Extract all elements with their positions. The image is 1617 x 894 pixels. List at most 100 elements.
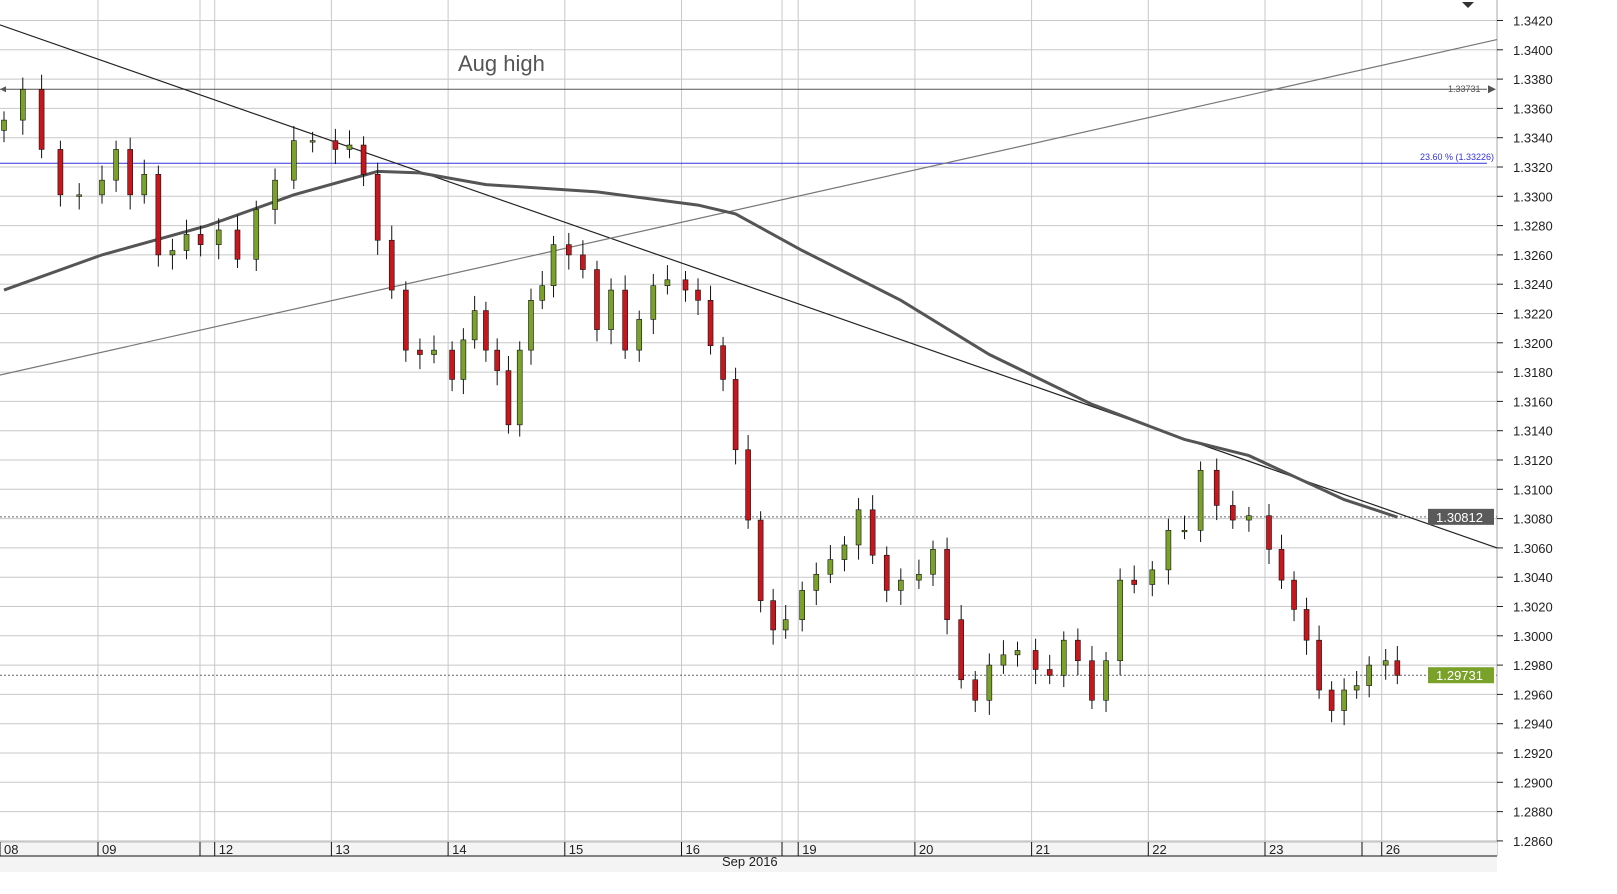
price-marker-label: 1.29731 — [1436, 668, 1483, 683]
candle-body — [869, 509, 876, 556]
x-tick-label: 22 — [1152, 842, 1166, 857]
y-tick-label: 1.3320 — [1513, 160, 1553, 175]
candle — [253, 200, 260, 272]
candle-body — [431, 349, 437, 355]
candle-body — [550, 244, 557, 286]
candle — [1394, 646, 1401, 685]
candle-body — [449, 349, 455, 380]
candle — [417, 338, 423, 370]
price-markers: 1.30812 1.29731 — [1428, 508, 1494, 684]
candle-body — [986, 664, 993, 701]
candle — [1382, 648, 1389, 680]
y-tick-label: 1.2980 — [1513, 658, 1553, 673]
y-tick-label: 1.2900 — [1513, 775, 1553, 790]
candle-body — [1089, 660, 1095, 701]
y-tick-label: 1.3180 — [1513, 365, 1553, 380]
candle — [539, 271, 546, 310]
candle — [1246, 506, 1252, 532]
candle — [1131, 565, 1138, 594]
candle-body — [183, 234, 190, 251]
candle-body — [494, 349, 500, 371]
candles — [1, 74, 1401, 726]
candle-body — [732, 379, 739, 451]
x-tick-label: 21 — [1036, 842, 1050, 857]
candle-body — [1131, 579, 1138, 585]
candle — [309, 131, 316, 153]
price-marker-box — [1428, 667, 1494, 684]
candle — [664, 265, 671, 295]
candle-body — [309, 140, 316, 143]
candle — [972, 670, 979, 712]
candle-body — [127, 149, 133, 196]
candle — [346, 130, 353, 159]
candle-body — [1230, 505, 1236, 521]
candle-body — [253, 209, 260, 260]
candle — [720, 336, 726, 392]
candle — [1117, 568, 1123, 676]
candle-body — [57, 149, 64, 196]
candle — [1213, 458, 1220, 521]
candle — [291, 125, 297, 189]
candle — [1046, 654, 1053, 685]
candle — [827, 544, 834, 584]
candle-body — [234, 229, 241, 260]
candle — [707, 285, 714, 355]
candle-body — [516, 349, 523, 426]
y-tick-label: 1.3200 — [1513, 336, 1553, 351]
x-tick-label: 09 — [102, 842, 116, 857]
candle — [1014, 641, 1021, 667]
candle — [930, 540, 936, 586]
y-tick-label: 1.2880 — [1513, 805, 1553, 820]
x-tick-label: 26 — [1386, 842, 1400, 857]
candle-body — [1246, 515, 1252, 521]
candle-body — [388, 239, 395, 291]
candle — [1341, 678, 1347, 726]
candle-body — [1000, 654, 1007, 666]
candle — [1089, 646, 1095, 710]
scroll-marker-icon[interactable] — [1462, 2, 1474, 8]
candle — [757, 511, 764, 613]
candle — [169, 238, 176, 270]
candle — [19, 77, 26, 135]
y-tick-label: 1.2940 — [1513, 717, 1553, 732]
candle-body — [944, 549, 950, 620]
price-marker-label: 1.30812 — [1436, 510, 1483, 525]
candle — [682, 271, 689, 302]
candle-body — [215, 229, 222, 245]
candle-body — [1328, 689, 1335, 711]
candle — [155, 165, 162, 267]
y-tick-label: 1.2960 — [1513, 687, 1553, 702]
candle-body — [528, 300, 534, 351]
candle-body — [403, 289, 409, 351]
candle-body — [1278, 549, 1285, 581]
candle — [1366, 656, 1372, 698]
candle — [471, 295, 478, 349]
candle-body — [1103, 660, 1109, 701]
candle — [869, 495, 876, 565]
y-axis: 1.2860 1.2880 1.2900 1.2920 1.2940 1.2960 1.29… — [1497, 14, 1553, 849]
candle-body — [76, 194, 82, 197]
candle-body — [99, 179, 105, 196]
y-tick-label: 1.3160 — [1513, 394, 1553, 409]
y-tick-label: 1.2860 — [1513, 834, 1553, 849]
candle-body — [565, 244, 572, 256]
candle — [1075, 628, 1081, 676]
candle-body — [707, 300, 714, 347]
candle — [565, 232, 572, 270]
y-tick-label: 1.3100 — [1513, 482, 1553, 497]
candle-body — [1266, 515, 1272, 550]
candle — [431, 335, 437, 364]
y-tick-label: 1.3360 — [1513, 101, 1553, 116]
candle — [460, 328, 467, 395]
candle-body — [483, 310, 489, 351]
x-axis-band — [0, 842, 1497, 872]
candle-body — [1197, 469, 1204, 531]
candle — [898, 568, 904, 606]
price-marker-box — [1428, 508, 1494, 525]
candle-body — [883, 554, 890, 591]
x-tick-label: 20 — [919, 842, 933, 857]
candle-body — [1165, 530, 1172, 571]
candle-body — [1075, 639, 1081, 662]
y-tick-label: 1.3400 — [1513, 43, 1553, 58]
